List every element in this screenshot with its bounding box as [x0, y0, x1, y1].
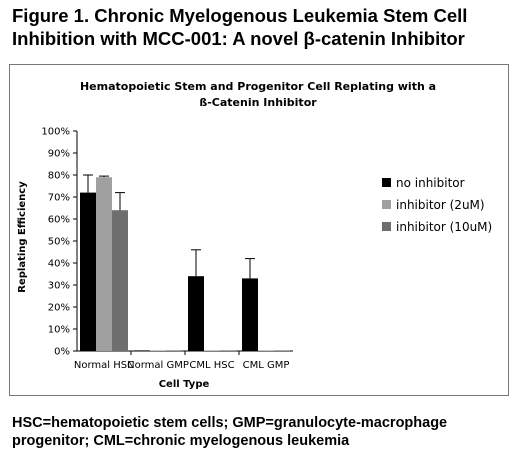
y-tick-label: 0% — [54, 347, 70, 358]
caption-line-1: HSC=hematopoietic stem cells; GMP=granul… — [12, 415, 448, 431]
y-tick-label: 90% — [48, 149, 70, 160]
y-tick-label: 80% — [48, 171, 70, 182]
y-tick-label: 20% — [48, 303, 70, 314]
x-tick-label: CML HSC — [189, 360, 234, 371]
bar-inhibitor-10um--3 — [274, 350, 290, 351]
legend-label: no inhibitor — [396, 176, 465, 190]
y-axis-label: Replating Efficiency — [17, 181, 28, 293]
bar-inhibitor-2um--3 — [258, 350, 274, 351]
figure-caption: HSC=hematopoietic stem cells; GMP=granul… — [12, 414, 512, 450]
figure-title-line-2: Inhibition with MCC-001: A novel β-caten… — [12, 28, 465, 49]
bar-no-inhibitor-1 — [134, 350, 150, 351]
x-tick-label: CML GMP — [243, 360, 290, 371]
bar-inhibitor-10um--0 — [112, 210, 128, 351]
figure-title: Figure 1. Chronic Myelogenous Leukemia S… — [12, 4, 512, 50]
x-tick-label: Normal GMP — [127, 360, 189, 371]
chart-frame: Hematopoietic Stem and Progenitor Cell R… — [9, 64, 509, 396]
bar-inhibitor-2um--1 — [150, 350, 166, 351]
chart-title-line-2: ß-Catenin Inhibitor — [199, 96, 317, 109]
x-tick-label: Normal HSC — [74, 360, 134, 371]
x-axis-label: Cell Type — [159, 379, 210, 390]
legend-swatch — [382, 222, 391, 231]
y-tick-label: 70% — [48, 193, 70, 204]
bar-no-inhibitor-0 — [80, 192, 96, 351]
bar-no-inhibitor-3 — [242, 278, 258, 351]
y-tick-label: 30% — [48, 281, 70, 292]
legend-swatch — [382, 178, 391, 187]
chart-title-line-1: Hematopoietic Stem and Progenitor Cell R… — [80, 80, 436, 93]
y-tick-label: 10% — [48, 325, 70, 336]
y-tick-label: 50% — [48, 237, 70, 248]
bars — [80, 174, 290, 351]
bar-inhibitor-10um--1 — [166, 350, 182, 351]
axes: 0% 10% 20% 30% 40% 50% 60% 70% 80% 90% 100% Normal … — [41, 127, 293, 371]
bar-inhibitor-2um--2 — [204, 350, 220, 351]
figure-title-line-1: Figure 1. Chronic Myelogenous Leukemia S… — [12, 5, 468, 26]
legend-label: inhibitor (10uM) — [396, 220, 492, 234]
y-tick-label: 40% — [48, 259, 70, 270]
bar-no-inhibitor-2 — [188, 276, 204, 351]
bar-inhibitor-2um--0 — [96, 177, 112, 351]
y-tick-label: 100% — [41, 127, 70, 138]
legend-label: inhibitor (2uM) — [396, 198, 485, 212]
legend-swatch — [382, 200, 391, 209]
y-tick-label: 60% — [48, 215, 70, 226]
bar-chart: Hematopoietic Stem and Progenitor Cell R… — [17, 80, 492, 390]
caption-line-2: progenitor; CML=chronic myelogenous leuk… — [12, 433, 350, 449]
legend: no inhibitor inhibitor (2uM) inhibitor (10… — [382, 176, 492, 234]
bar-inhibitor-10um--2 — [220, 350, 236, 351]
